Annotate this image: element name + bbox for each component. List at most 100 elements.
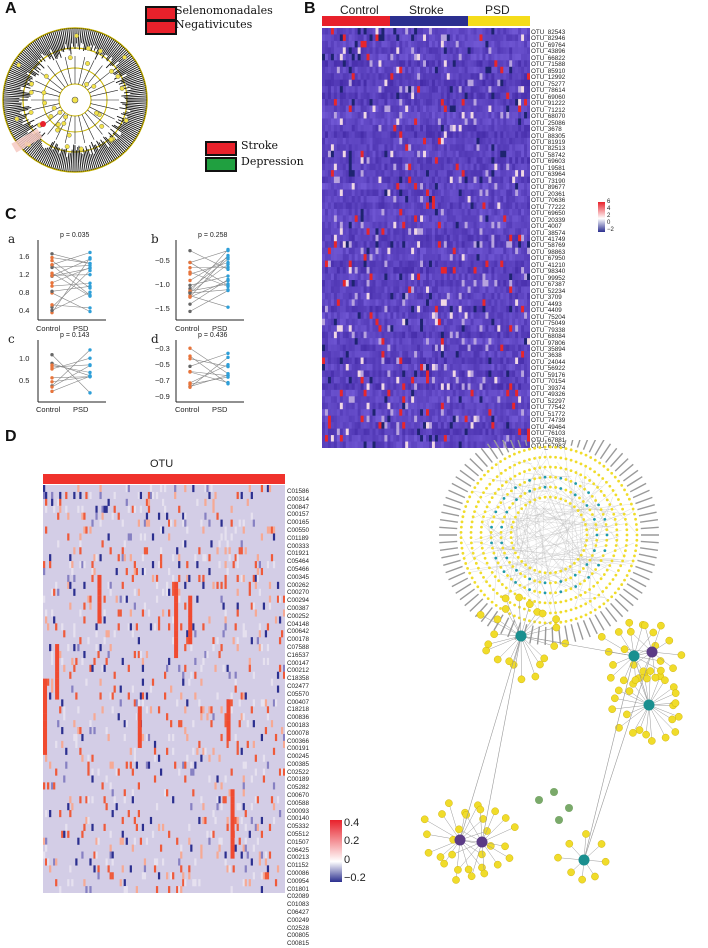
heatmap-cell bbox=[456, 47, 459, 54]
heatmap-cell bbox=[352, 34, 355, 41]
heatmap-cell bbox=[423, 80, 426, 87]
heatmap-cell bbox=[432, 332, 435, 339]
heatmap-cell bbox=[367, 131, 370, 138]
heatmap-cell bbox=[438, 429, 441, 436]
heatmap-cell bbox=[477, 370, 480, 377]
heatmap-cell bbox=[497, 34, 500, 41]
heatmap-cell bbox=[474, 422, 477, 429]
heatmap-cell bbox=[503, 248, 506, 255]
heatmap-cell bbox=[527, 332, 530, 339]
heatmap-cell bbox=[373, 47, 376, 54]
heatmap-cell bbox=[465, 267, 468, 274]
heatmap-cell bbox=[367, 267, 370, 274]
heatmap-cell bbox=[381, 409, 384, 416]
heatmap-cell bbox=[396, 254, 399, 261]
heatmap-cell bbox=[399, 54, 402, 61]
heatmap-cell bbox=[405, 34, 408, 41]
heatmap-cell bbox=[414, 293, 417, 300]
heatmap-cell bbox=[462, 164, 465, 171]
heatmap-cell bbox=[381, 396, 384, 403]
heatmap-cell bbox=[352, 202, 355, 209]
heatmap-cell bbox=[408, 364, 411, 371]
heatmap-cell bbox=[432, 125, 435, 132]
heatmap-cell bbox=[420, 261, 423, 268]
heatmap-cell bbox=[453, 190, 456, 197]
heatmap-cell bbox=[355, 286, 358, 293]
heatmap-cell bbox=[429, 47, 432, 54]
heatmap-cell bbox=[524, 112, 527, 119]
heatmap-cell bbox=[405, 390, 408, 397]
heatmap-cell bbox=[479, 286, 482, 293]
heatmap-cell bbox=[373, 332, 376, 339]
heatmap-cell bbox=[450, 261, 453, 268]
heatmap-cell bbox=[408, 383, 411, 390]
heatmap-cell bbox=[491, 358, 494, 365]
heatmap-cell bbox=[485, 409, 488, 416]
heatmap-cell bbox=[447, 409, 450, 416]
heatmap-cell bbox=[417, 190, 420, 197]
heatmap-cell bbox=[370, 241, 373, 248]
heatmap-cell bbox=[337, 358, 340, 365]
heatmap-cell bbox=[447, 190, 450, 197]
heatmap-cell bbox=[393, 364, 396, 371]
heatmap-cell bbox=[447, 157, 450, 164]
heatmap-cell bbox=[375, 125, 378, 132]
heatmap-cell bbox=[447, 73, 450, 80]
heatmap-cell bbox=[450, 170, 453, 177]
heatmap-cell bbox=[349, 177, 352, 184]
heatmap-cell bbox=[500, 383, 503, 390]
heatmap-cell bbox=[432, 299, 435, 306]
heatmap-cell bbox=[527, 274, 530, 281]
paired-plots-svg bbox=[0, 210, 300, 425]
heatmap-cell bbox=[429, 248, 432, 255]
heatmap-cell bbox=[337, 241, 340, 248]
clado-branch bbox=[91, 104, 118, 110]
clado-leaf bbox=[34, 147, 42, 159]
heatmap-cell bbox=[340, 280, 343, 287]
heatmap-cell bbox=[515, 99, 518, 106]
heatmap-cell bbox=[325, 235, 328, 242]
heatmap-cell bbox=[477, 248, 480, 255]
heatmap-cell bbox=[417, 267, 420, 274]
heatmap-cell bbox=[488, 396, 491, 403]
heatmap-cell bbox=[521, 28, 524, 35]
heatmap-cell bbox=[337, 280, 340, 287]
heatmap-cell bbox=[468, 383, 471, 390]
heatmap-cell bbox=[367, 151, 370, 158]
heatmap-cell bbox=[322, 416, 325, 423]
heatmap-cell bbox=[337, 86, 340, 93]
heatmap-cell bbox=[367, 80, 370, 87]
heatmap-cell bbox=[408, 157, 411, 164]
heatmap-cell bbox=[352, 215, 355, 222]
heatmap-cell bbox=[444, 396, 447, 403]
heatmap-cell bbox=[361, 222, 364, 229]
heatmap-cell bbox=[396, 215, 399, 222]
heatmap-cell bbox=[459, 293, 462, 300]
heatmap-cell bbox=[527, 151, 530, 158]
heatmap-cell bbox=[420, 228, 423, 235]
heatmap-cell bbox=[456, 241, 459, 248]
heatmap-cell bbox=[459, 403, 462, 410]
heatmap-cell bbox=[509, 345, 512, 352]
otu-row-label: OTU_39374 bbox=[531, 386, 601, 392]
heatmap-cell bbox=[405, 183, 408, 190]
heatmap-cell bbox=[459, 157, 462, 164]
heatmap-cell bbox=[408, 422, 411, 429]
heatmap-cell bbox=[370, 235, 373, 242]
heatmap-cell bbox=[358, 416, 361, 423]
heatmap-cell bbox=[370, 422, 373, 429]
heatmap-cell bbox=[367, 125, 370, 132]
heatmap-cell bbox=[435, 228, 438, 235]
heatmap-cell bbox=[479, 325, 482, 332]
heatmap-cell bbox=[346, 125, 349, 132]
heatmap-cell bbox=[491, 254, 494, 261]
heatmap-cell bbox=[497, 157, 500, 164]
heatmap-cell bbox=[488, 332, 491, 339]
heatmap-cell bbox=[479, 164, 482, 171]
heatmap-cell bbox=[361, 54, 364, 61]
heatmap-cell bbox=[527, 351, 530, 358]
heatmap-cell bbox=[471, 403, 474, 410]
heatmap-cell bbox=[322, 286, 325, 293]
heatmap-cell bbox=[399, 351, 402, 358]
heatmap-cell bbox=[334, 241, 337, 248]
